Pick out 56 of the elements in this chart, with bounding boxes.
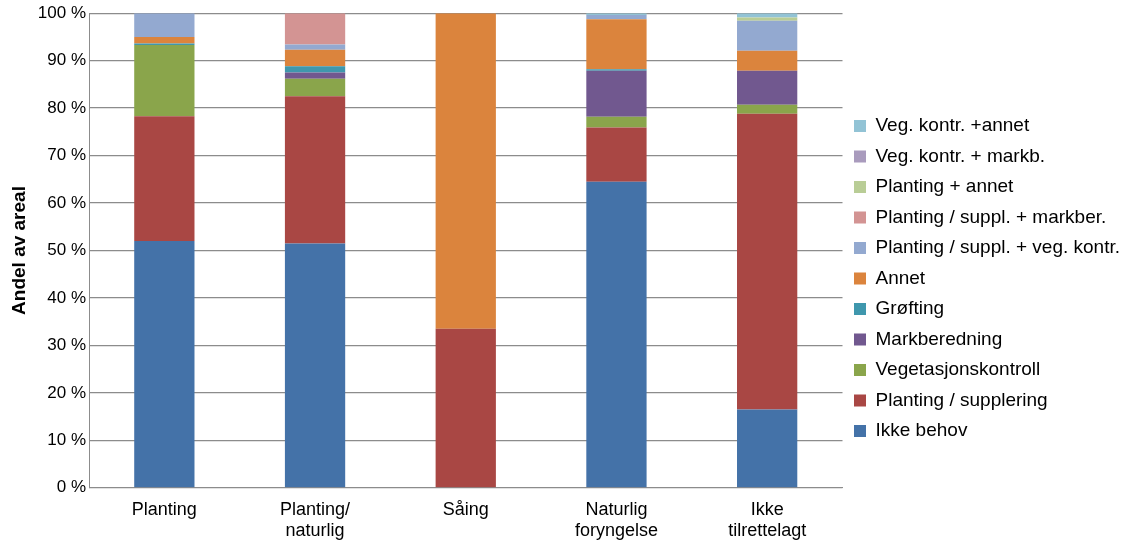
y-tick-label: 20 % (47, 382, 86, 402)
legend-label: Ikke behov (875, 419, 968, 441)
bar (586, 116, 647, 128)
bar (284, 49, 346, 67)
bar (737, 50, 798, 71)
legend-label: Veg. kontr. + markb. (875, 144, 1046, 166)
x-tick-label: Såing (442, 498, 489, 519)
y-tick-label: 70 % (47, 145, 86, 165)
bar (737, 70, 798, 105)
legend-label: Markberedning (875, 327, 1003, 349)
bar (134, 45, 195, 117)
bar (737, 20, 798, 51)
bar (134, 116, 195, 242)
bar (586, 70, 647, 117)
bar (737, 409, 798, 488)
bar (134, 36, 195, 44)
bar (284, 96, 346, 244)
y-tick-label: 40 % (47, 287, 86, 307)
x-tick-label: Planting (131, 498, 197, 519)
legend-label: Veg. kontr. +annet (875, 114, 1030, 136)
y-tick-label: 0 % (56, 477, 86, 497)
bar (435, 328, 496, 488)
bar (284, 243, 346, 488)
legend-label: Annet (875, 266, 926, 288)
x-tick-label: Planting/ naturlig (280, 498, 351, 541)
bar (284, 44, 346, 50)
y-tick-label: 100 % (37, 2, 86, 22)
bar (284, 13, 346, 45)
bar (284, 72, 346, 79)
legend-label: Planting / supplering (875, 388, 1048, 410)
y-axis-title: Andel av areal (7, 186, 29, 315)
legend-label: Vegetasjonskontroll (875, 358, 1041, 380)
legend-label: Planting / suppl. + markber. (875, 205, 1107, 227)
y-tick-label: 90 % (47, 50, 86, 70)
bar (586, 19, 647, 70)
y-tick-label: 50 % (47, 240, 86, 260)
bar (284, 66, 346, 73)
x-tick-label: Naturlig foryngelse (574, 498, 658, 541)
bar (586, 15, 647, 20)
bar (134, 13, 195, 37)
x-tick-label: Ikke tilrettelagt (728, 498, 807, 541)
y-tick-label: 60 % (47, 192, 86, 212)
bar (737, 17, 798, 21)
legend-label: Planting + annet (875, 175, 1015, 197)
bar (284, 78, 346, 97)
y-tick-label: 80 % (47, 97, 86, 117)
legend-label: Planting / suppl. + veg. kontr. (875, 236, 1121, 258)
bar (435, 13, 496, 329)
bar (586, 127, 647, 182)
bar (586, 181, 647, 488)
bar (737, 113, 798, 410)
legend-label: Grøfting (875, 297, 945, 319)
y-tick-label: 10 % (47, 430, 86, 450)
y-tick-label: 30 % (47, 335, 86, 355)
bar (134, 241, 195, 488)
bar (737, 104, 798, 114)
